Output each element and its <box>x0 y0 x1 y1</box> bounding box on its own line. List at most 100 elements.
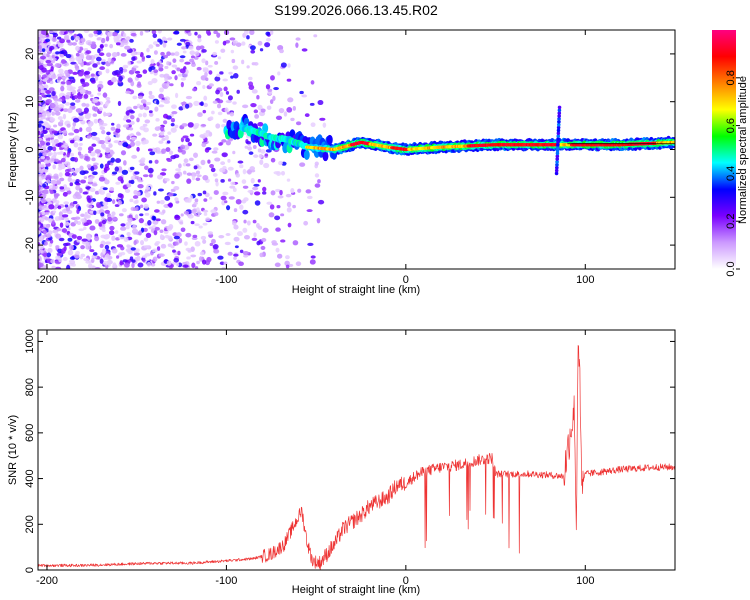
spectrogram-noise-cell <box>310 255 316 259</box>
spectrogram-noise-cell <box>242 168 247 175</box>
spectrogram-noise-cell <box>223 86 228 92</box>
spectrogram-noise-cell <box>322 122 327 128</box>
spectrogram-spike <box>556 128 561 133</box>
spectrogram-noise-cell <box>42 81 46 85</box>
spectrogram-noise-cell <box>89 210 94 214</box>
spectrogram-noise-cell <box>252 145 257 150</box>
spectrogram-noise-cell <box>170 155 177 160</box>
spectrogram-noise-cell <box>173 30 180 35</box>
spectrogram-noise-cell <box>187 214 194 219</box>
spectrogram-noise-cell <box>72 78 76 84</box>
spectrogram-noise-cell <box>48 30 55 34</box>
spectrogram-noise-cell <box>135 131 141 136</box>
spectrogram-noise-cell <box>182 264 189 268</box>
spectrogram-noise-cell <box>90 41 96 45</box>
spectrogram-noise-cell <box>201 48 207 53</box>
spectrogram-noise-cell <box>270 190 276 196</box>
spectrogram-noise-cell <box>132 195 139 199</box>
spectrogram-noise-cell <box>110 157 115 163</box>
spectrogram-noise-cell <box>242 209 249 215</box>
spectrogram-noise-cell <box>111 31 118 37</box>
spectrogram-noise-cell <box>83 156 89 161</box>
spectrogram-noise-cell <box>142 112 147 118</box>
spectrogram-noise-cell <box>204 71 208 78</box>
spectrogram-noise-cell <box>131 228 139 234</box>
spectrogram-noise-cell <box>132 224 137 230</box>
spectrogram-noise-cell <box>67 165 71 169</box>
spectrogram-noise-cell <box>227 251 233 256</box>
spectrogram-noise-cell <box>213 190 219 196</box>
spectrogram-noise-cell <box>277 45 284 51</box>
spectrogram-noise-cell <box>85 103 90 108</box>
spectrogram-noise-cell <box>246 220 251 226</box>
spectrogram-noise-cell <box>176 67 181 72</box>
colorbar-label: Normalized spectral amplitude <box>737 76 749 224</box>
spectrogram-noise-cell <box>73 128 80 134</box>
spectrogram-x-label: Height of straight line (km) <box>292 284 420 296</box>
spectrogram-noise-cell <box>94 235 100 242</box>
spectrogram-noise-cell <box>98 80 103 85</box>
spectrogram-noise-cell <box>75 56 82 62</box>
spectrogram-noise-cell <box>316 217 321 224</box>
spectrogram-noise-cell <box>256 94 260 100</box>
spectrogram-noise-cell <box>257 104 263 111</box>
spectrogram-noise-cell <box>197 34 202 39</box>
spectrogram-noise-cell <box>54 202 59 208</box>
spectrogram-noise-cell <box>58 257 63 263</box>
spectrogram-noise-cell <box>174 197 179 202</box>
spectrogram-spike <box>556 131 561 136</box>
spectrogram-noise-cell <box>163 54 169 59</box>
spectrogram-noise-cell <box>93 106 99 112</box>
spectrogram-noise-cell <box>139 204 144 208</box>
spectrogram-noise-cell <box>68 205 74 209</box>
spectrogram-noise-cell <box>78 142 83 146</box>
spectrogram-noise-cell <box>244 145 249 149</box>
spectrogram-noise-cell <box>63 201 69 205</box>
spectrogram-noise-cell <box>188 157 194 162</box>
spectrogram-noise-cell <box>154 226 160 231</box>
spectrogram-spike <box>556 140 560 144</box>
spectrogram-noise-cell <box>200 124 207 127</box>
spectrogram-noise-cell <box>202 222 208 226</box>
spectrogram-noise-cell <box>174 75 178 81</box>
spectrogram-noise-cell <box>105 36 110 42</box>
spectrogram-noise-cell <box>252 186 259 191</box>
spectrogram-noise-cell <box>161 148 167 154</box>
spectrogram-noise-cell <box>214 157 221 162</box>
spectrogram-noise-cell <box>87 146 94 152</box>
spectrogram-noise-cell <box>130 247 136 251</box>
spectrogram-noise-cell <box>91 157 96 162</box>
spectrogram-noise-cell <box>89 94 94 98</box>
spectrogram-noise-cell <box>227 178 232 182</box>
spectrogram-noise-cell <box>160 219 167 225</box>
spectrogram-noise-cell <box>180 213 184 217</box>
spectrogram-noise-cell <box>112 199 116 205</box>
spectrogram-noise-cell <box>182 170 187 175</box>
spectrogram-noise-cell <box>171 180 175 185</box>
spectrogram-noise-cell <box>98 71 103 76</box>
spectrogram-noise-cell <box>166 260 172 266</box>
spectrogram-noise-cell <box>213 147 219 151</box>
spectrogram-noise-cell <box>120 53 127 57</box>
spectrogram-noise-cell <box>172 249 176 253</box>
spectrogram-noise-cell <box>115 128 121 134</box>
spectrogram-noise-cell <box>187 122 194 128</box>
spectrogram-noise-cell <box>211 110 215 115</box>
spectrogram-noise-cell <box>114 230 119 234</box>
spectrogram-noise-cell <box>114 204 120 207</box>
spectrogram-noise-cell <box>64 204 69 208</box>
spectrogram-noise-cell <box>45 142 51 146</box>
spectrogram-noise-cell <box>197 112 203 117</box>
spectrogram-noise-cell <box>248 151 254 155</box>
spectrogram-noise-cell <box>303 220 309 226</box>
spectrogram-noise-cell <box>85 40 92 46</box>
spectrogram-noise-cell <box>76 235 83 241</box>
spectrogram-noise-cell <box>287 63 291 68</box>
spectrogram-noise-cell <box>146 47 150 53</box>
spectrogram-noise-cell <box>58 68 64 74</box>
spectrogram-noise-cell <box>262 186 267 192</box>
spectrogram-noise-cell <box>142 69 148 74</box>
spectrogram-noise-cell <box>194 122 200 127</box>
spectrogram-noise-cell <box>202 67 209 71</box>
spectrogram-noise-cell <box>94 149 101 154</box>
